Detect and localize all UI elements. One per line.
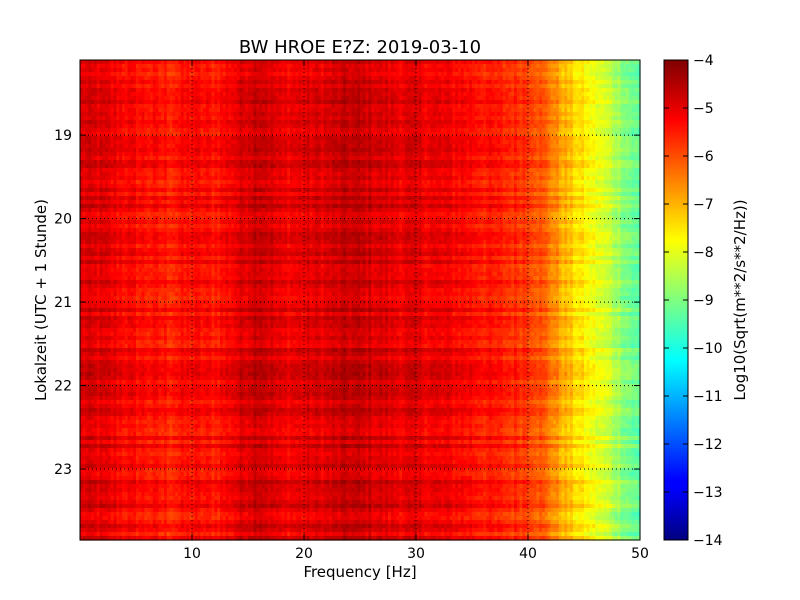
chart-title: BW HROE E?Z: 2019-03-10 bbox=[239, 37, 481, 58]
heatmap-cells bbox=[80, 60, 641, 541]
heatmap-area bbox=[80, 60, 641, 541]
